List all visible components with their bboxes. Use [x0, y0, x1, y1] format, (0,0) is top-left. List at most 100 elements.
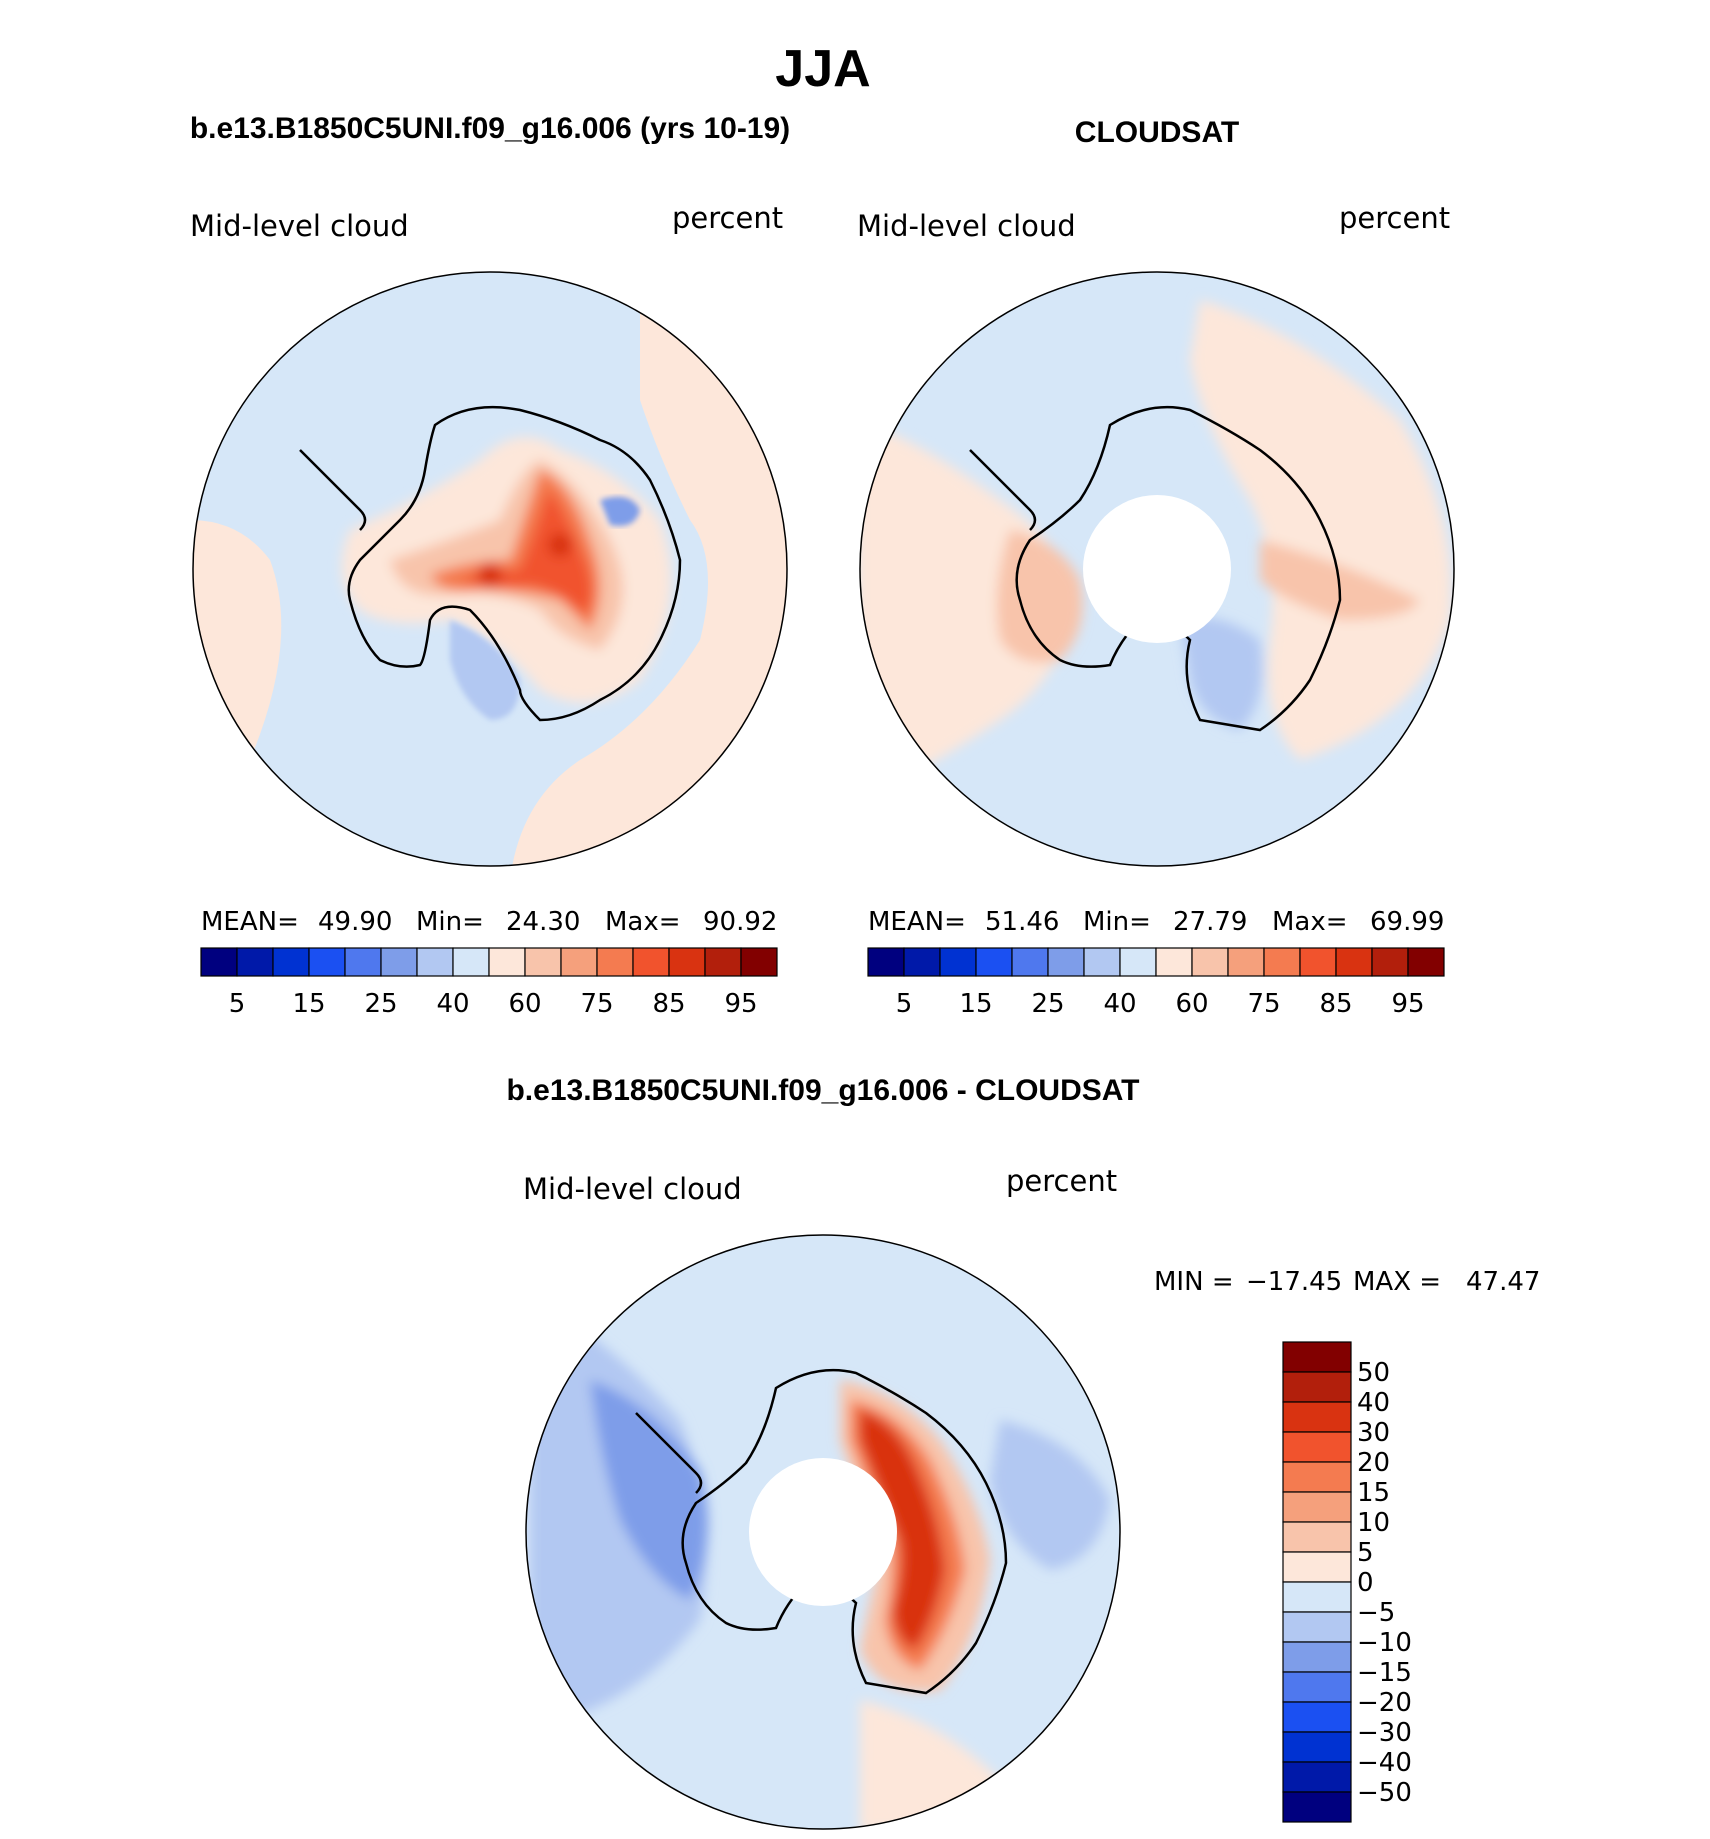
panel-obs-colorbar-tick-label: 5: [896, 989, 913, 1019]
panel-model-colorbar-swatch: [416, 947, 454, 977]
panel-model-right-label: percent: [672, 201, 783, 235]
panel-obs-colorbar: 5 15 25 40 60 75 85 95: [867, 947, 1445, 1019]
panel-diff-colorbar-swatch: [1282, 1611, 1352, 1643]
panel-obs-stats: MEAN= 51.46 Min= 27.79 Max= 69.99: [868, 907, 1444, 937]
panel-obs-max-label: Max=: [1272, 907, 1348, 937]
panel-model-colorbar-swatch: [560, 947, 598, 977]
panel-diff-colorbar-tick-label: 50: [1357, 1358, 1390, 1388]
panel-diff-colorbar-tick-label: 30: [1357, 1418, 1390, 1448]
panel-obs-colorbar-tick-label: 15: [959, 989, 992, 1019]
panel-diff-colorbar-tick-label: −5: [1357, 1598, 1395, 1628]
panel-obs-colorbar-swatch: [1227, 947, 1265, 977]
panel-obs-colorbar-tick-label: 40: [1103, 989, 1136, 1019]
panel-obs-max-value: 69.99: [1370, 907, 1444, 937]
panel-diff-colorbar-swatch: [1282, 1551, 1352, 1583]
panel-obs-colorbar-tick-label: 85: [1319, 989, 1352, 1019]
panel-diff-colorbar-tick-label: 0: [1357, 1568, 1374, 1598]
panel-model-local-max: [478, 563, 502, 587]
panel-model-colorbar-swatch: [488, 947, 526, 977]
panel-diff-min-value: −17.45: [1246, 1267, 1342, 1297]
panel-model-local-max-2: [548, 533, 572, 557]
panel-obs-mean-label: MEAN=: [868, 907, 966, 937]
panel-obs-colorbar-tick-label: 60: [1175, 989, 1208, 1019]
panel-model-colorbar-swatch: [524, 947, 562, 977]
panel-diff-colorbar-swatch: [1282, 1791, 1352, 1823]
panel-diff-colorbar-tick-label: 40: [1357, 1388, 1390, 1418]
panel-model-colorbar-tick-label: 40: [436, 989, 469, 1019]
panel-model-colorbar-tick-label: 15: [292, 989, 325, 1019]
panel-obs-peninsula: [969, 449, 1037, 531]
panel-obs-colorbar-swatch: [867, 947, 905, 977]
panel-diff-colorbar-tick-label: 20: [1357, 1448, 1390, 1478]
panel-obs-colorbar-tick-label: 75: [1247, 989, 1280, 1019]
panel-obs-east-positive: [1190, 300, 1452, 760]
panel-diff-colorbar-swatch: [1282, 1701, 1352, 1733]
panel-diff-map-border: [525, 1234, 1121, 1830]
panel-model-ocean-positive-region: [510, 290, 787, 866]
panel-obs-colorbar-swatch: [1263, 947, 1301, 977]
panel-obs-title: CLOUDSAT: [1075, 116, 1239, 149]
panel-obs-map: [860, 272, 1454, 866]
panel-model-min-value: 24.30: [506, 907, 580, 937]
panel-model-mean-label: MEAN=: [201, 907, 299, 937]
panel-diff-colorbar-tick-label: −30: [1357, 1718, 1412, 1748]
panel-diff-colorbar-tick-label: 10: [1357, 1508, 1390, 1538]
panel-obs-min-value: 27.79: [1173, 907, 1247, 937]
panel-model-colorbar: 5 15 25 40 60 75 85 95: [200, 947, 778, 1019]
panel-model-max-label: Max=: [605, 907, 681, 937]
panel-obs-colorbar-tick-label: 95: [1391, 989, 1424, 1019]
panel-diff-east-negative: [990, 1420, 1110, 1570]
panel-model-title: b.e13.B1850C5UNI.f09_g16.006 (yrs 10-19): [190, 112, 790, 145]
panel-obs-ross-minimum: [1180, 617, 1263, 730]
panel-model-colorbar-swatch: [308, 947, 346, 977]
panel-obs-colorbar-swatch: [1011, 947, 1049, 977]
panel-diff-missing-data-hole: [749, 1458, 897, 1606]
panel-diff-left-label: Mid-level cloud: [523, 1172, 742, 1206]
panel-model-colorbar-swatch: [632, 947, 670, 977]
panel-diff-peninsula: [635, 1412, 703, 1494]
panel-obs-colorbar-swatch: [1119, 947, 1157, 977]
panel-diff-coastline: [681, 1368, 1008, 1695]
panel-obs-min-label: Min=: [1083, 907, 1151, 937]
panel-model-colorbar-tick-label: 85: [652, 989, 685, 1019]
panel-obs-colorbar-tick-label: 25: [1031, 989, 1064, 1019]
panel-model-colorbar-swatch: [236, 947, 274, 977]
panel-obs-colorbar-swatch: [903, 947, 941, 977]
panel-diff-colorbar-swatch: [1282, 1671, 1352, 1703]
figure-title: JJA: [775, 40, 870, 98]
panel-model-colorbar-swatch: [272, 947, 310, 977]
panel-model-colorbar-tick-label: 60: [508, 989, 541, 1019]
panel-model-mean-value: 49.90: [318, 907, 392, 937]
panel-obs-colorbar-swatch: [1047, 947, 1085, 977]
panel-obs-colorbar-swatch: [1335, 947, 1373, 977]
panel-model-colorbar-tick-label: 25: [364, 989, 397, 1019]
panel-model-colorbar-tick-label: 5: [229, 989, 246, 1019]
panel-diff-max-value: 47.47: [1466, 1267, 1540, 1297]
panel-model-min-label: Min=: [416, 907, 484, 937]
panel-diff-stats: MIN = −17.45 MAX = 47.47: [1154, 1267, 1540, 1297]
panel-obs-map-border: [859, 271, 1455, 867]
panel-diff-title: b.e13.B1850C5UNI.f09_g16.006 - CLOUDSAT: [506, 1074, 1139, 1107]
panel-diff-colorbar-swatch: [1282, 1431, 1352, 1463]
panel-diff-contour-40: [860, 1410, 945, 1650]
panel-model-left-label: Mid-level cloud: [190, 209, 409, 243]
panel-model-ross-minimum: [450, 620, 520, 720]
panel-model-peninsula: [299, 449, 367, 531]
panel-diff-colorbar-swatch: [1282, 1491, 1352, 1523]
panel-model-colorbar-swatch: [200, 947, 238, 977]
panel-diff-west-strong-negative: [590, 1380, 708, 1600]
panel-model-colorbar-swatch: [596, 947, 634, 977]
panel-diff-colorbar-tick-label: 5: [1357, 1538, 1374, 1568]
panel-diff-max-label: MAX =: [1353, 1267, 1441, 1297]
panel-model-max-value: 90.92: [703, 907, 777, 937]
panel-model-colorbar-tick-label: 75: [580, 989, 613, 1019]
panel-model-coastline: [347, 405, 682, 722]
panel-diff-colorbar-tick-label: −50: [1357, 1778, 1412, 1808]
panel-diff-colorbar-tick-label: −15: [1357, 1658, 1412, 1688]
panel-obs-left-label: Mid-level cloud: [857, 209, 1076, 243]
panel-obs-colorbar-swatch: [1083, 947, 1121, 977]
panel-diff-colorbar-swatch: [1282, 1521, 1352, 1553]
panel-model-colorbar-swatch: [740, 947, 778, 977]
panel-diff-colorbar-swatch: [1282, 1401, 1352, 1433]
